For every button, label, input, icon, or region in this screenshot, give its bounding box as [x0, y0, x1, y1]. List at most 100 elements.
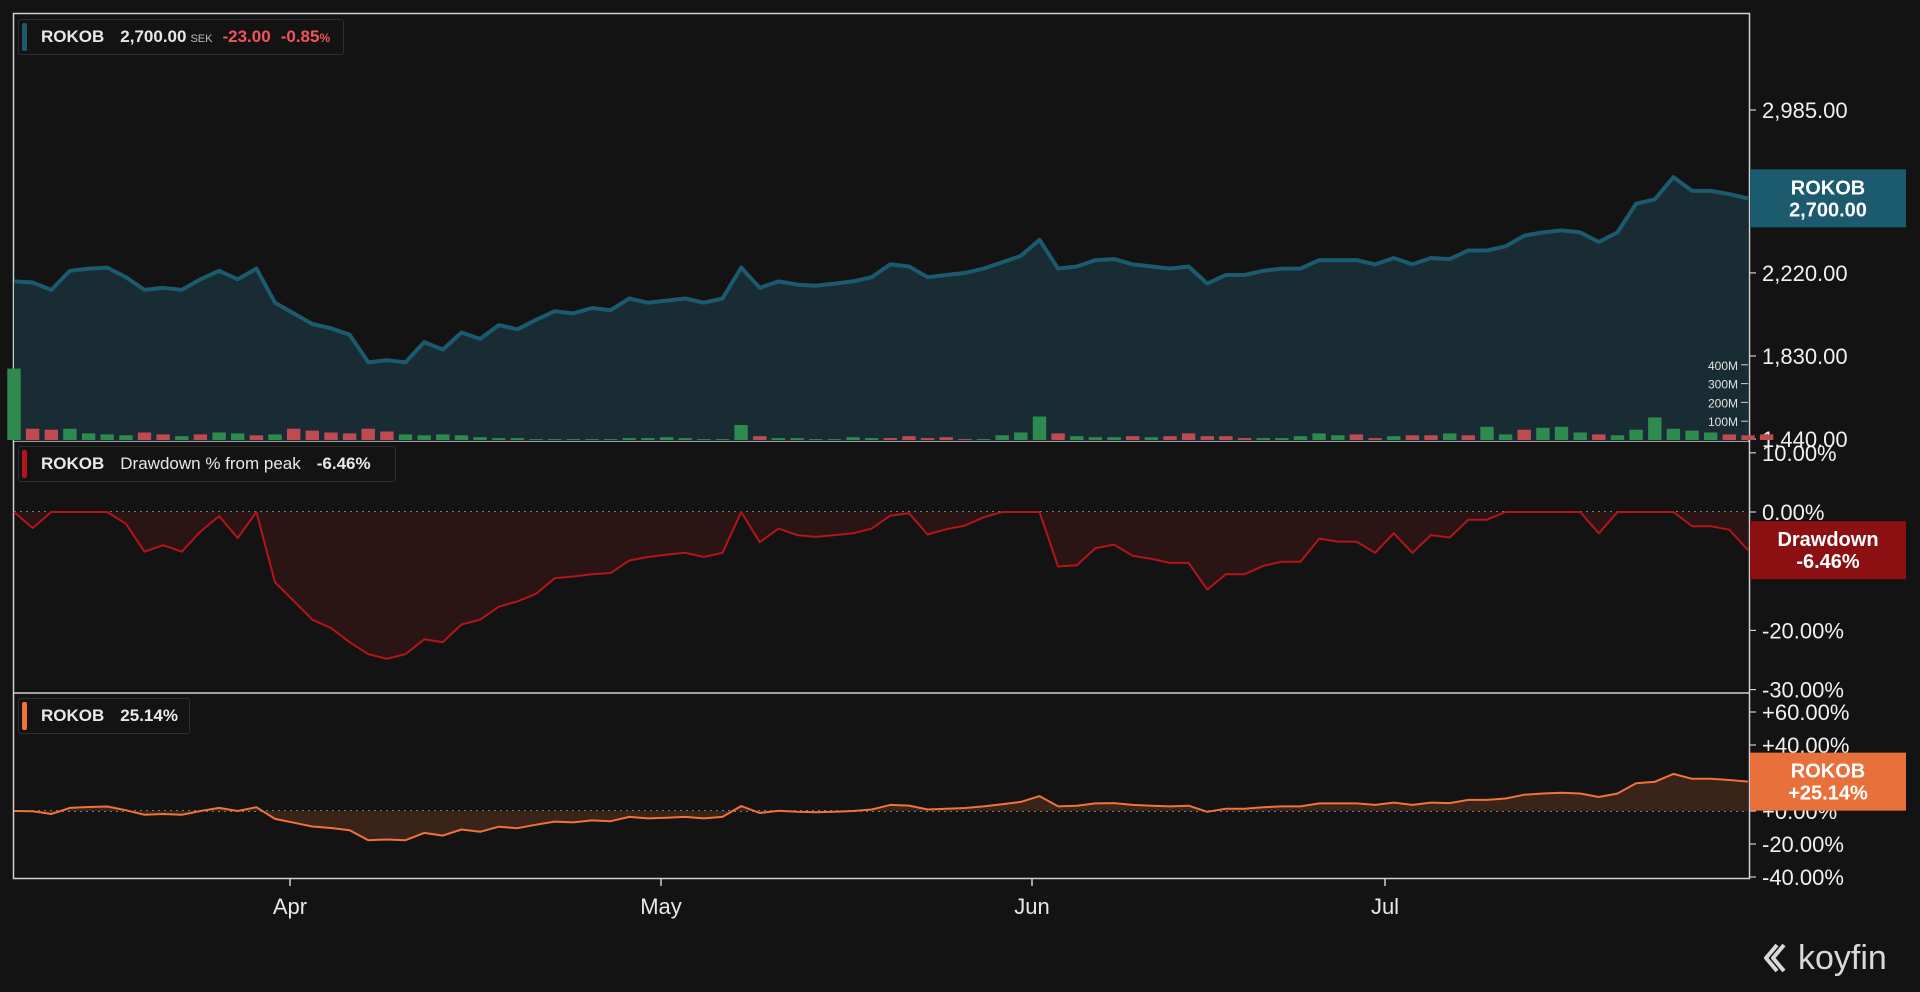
volume-bar: [1014, 432, 1028, 440]
volume-bar: [492, 438, 506, 440]
volume-bar: [1573, 432, 1587, 440]
plot-frame: [12, 12, 1751, 880]
x-tick-label: Jul: [1371, 894, 1399, 919]
volume-bar: [436, 434, 450, 440]
volume-bar: [342, 433, 357, 440]
volume-bar: [63, 428, 77, 440]
volume-bar: [249, 435, 264, 440]
drawdown-legend-ticker: ROKOB: [41, 454, 105, 473]
volume-bar: [1666, 428, 1681, 440]
volume-bar: [1163, 436, 1177, 440]
volume-bar: [1443, 433, 1457, 440]
drawdown-y-tick-label: -30.00%: [1762, 678, 1844, 703]
volume-bar: [1759, 434, 1774, 440]
volume-bar: [1070, 436, 1084, 440]
return-y-tick-label: -40.00%: [1762, 865, 1844, 890]
volume-bar: [137, 432, 152, 440]
drawdown-y-tick-label: 0.00%: [1762, 500, 1824, 525]
drawdown-y-tick-label: 10.00%: [1762, 441, 1837, 466]
volume-bar: [1331, 435, 1345, 440]
volume-bar: [715, 439, 730, 440]
volume-bar: [1480, 426, 1494, 440]
price-legend-swatch: [22, 23, 27, 51]
volume-bar: [902, 436, 916, 440]
volume-bar: [809, 439, 823, 440]
volume-bar: [305, 430, 319, 440]
volume-bar: [1405, 435, 1420, 440]
koyfin-logo: koyfin: [1762, 938, 1902, 978]
volume-bar: [1200, 436, 1214, 440]
volume-bar: [529, 439, 543, 440]
volume-bar: [510, 438, 525, 440]
drawdown-legend-label: Drawdown % from peak: [120, 454, 301, 473]
volume-bar: [1461, 435, 1475, 440]
price-area: [14, 177, 1748, 441]
volume-bar: [1629, 429, 1643, 440]
volume-bar: [175, 436, 189, 440]
volume-bar: [771, 438, 786, 440]
drawdown-value-tag-value: -6.46%: [1796, 551, 1860, 573]
price-line: [13, 175, 1749, 365]
return-value-tag: [1750, 752, 1906, 811]
volume-bar: [976, 439, 991, 440]
volume-bar: [1051, 433, 1065, 440]
volume-bar: [361, 428, 375, 440]
volume-bar: [659, 437, 674, 440]
price-legend-currency: SEK: [190, 33, 213, 45]
volume-tick-label: 300M: [1708, 378, 1738, 392]
price-value-tag-value: 2,700.00: [1789, 199, 1867, 221]
volume-bar: [1237, 438, 1252, 440]
drawdown-legend-swatch: [22, 450, 27, 478]
volume-bar: [883, 438, 897, 440]
volume-bar: [734, 425, 748, 440]
volume-bar: [1648, 417, 1662, 440]
volume-bar: [1126, 436, 1140, 440]
return-legend[interactable]: ROKOB 25.14%: [18, 698, 190, 734]
price-legend-ticker: ROKOB: [41, 27, 105, 46]
volume-bar: [380, 431, 394, 440]
volume-bar: [1722, 434, 1736, 440]
volume-bar: [1704, 432, 1718, 440]
volume-tick-label: 400M: [1708, 359, 1738, 373]
return-y-tick-label: +60.00%: [1762, 700, 1849, 725]
volume-bar: [44, 429, 58, 440]
volume-bar: [231, 433, 245, 440]
price-legend-pct-sign: %: [319, 31, 331, 45]
drawdown-value-tag: [1750, 521, 1906, 580]
x-tick-label: Jun: [1014, 894, 1049, 919]
price-value-tag-name: ROKOB: [1791, 177, 1865, 199]
volume-bar: [1536, 427, 1550, 440]
koyfin-logo-icon: [1764, 943, 1786, 973]
volume-bar: [1554, 426, 1569, 440]
volume-bar: [995, 435, 1009, 440]
drawdown-line: [13, 511, 1749, 660]
volume-bar: [1312, 433, 1326, 440]
volume-bar: [585, 439, 599, 440]
drawdown-legend[interactable]: ROKOB Drawdown % from peak -6.46%: [18, 446, 396, 482]
volume-bar: [268, 434, 282, 440]
volume-bar: [697, 439, 711, 440]
price-y-tick-label: 1,440.00: [1762, 427, 1848, 452]
volume-bar: [566, 439, 580, 440]
volume-bar: [7, 368, 21, 440]
volume-bar: [1293, 436, 1308, 440]
volume-bar: [1256, 438, 1270, 440]
price-legend-change-pct-value: -0.85: [280, 27, 320, 46]
price-legend[interactable]: ROKOB 2,700.00 SEK -23.00 -0.85%: [18, 19, 344, 55]
volume-bar: [1387, 436, 1401, 440]
volume-tick-label: 100M: [1708, 415, 1738, 429]
drawdown-legend-value: -6.46%: [316, 454, 371, 473]
volume-bar: [865, 438, 879, 440]
return-area: [14, 773, 1748, 841]
price-value-tag: [1750, 169, 1906, 228]
drawdown-y-tick-label: -20.00%: [1762, 618, 1844, 643]
volume-bar: [119, 435, 133, 440]
volume-bar: [454, 435, 469, 440]
volume-bar: [603, 439, 618, 440]
return-value-tag-name: ROKOB: [1791, 761, 1865, 783]
volume-bar: [1685, 430, 1699, 440]
volume-bar: [81, 433, 96, 440]
volume-bar: [398, 434, 413, 440]
volume-bar: [100, 434, 114, 440]
